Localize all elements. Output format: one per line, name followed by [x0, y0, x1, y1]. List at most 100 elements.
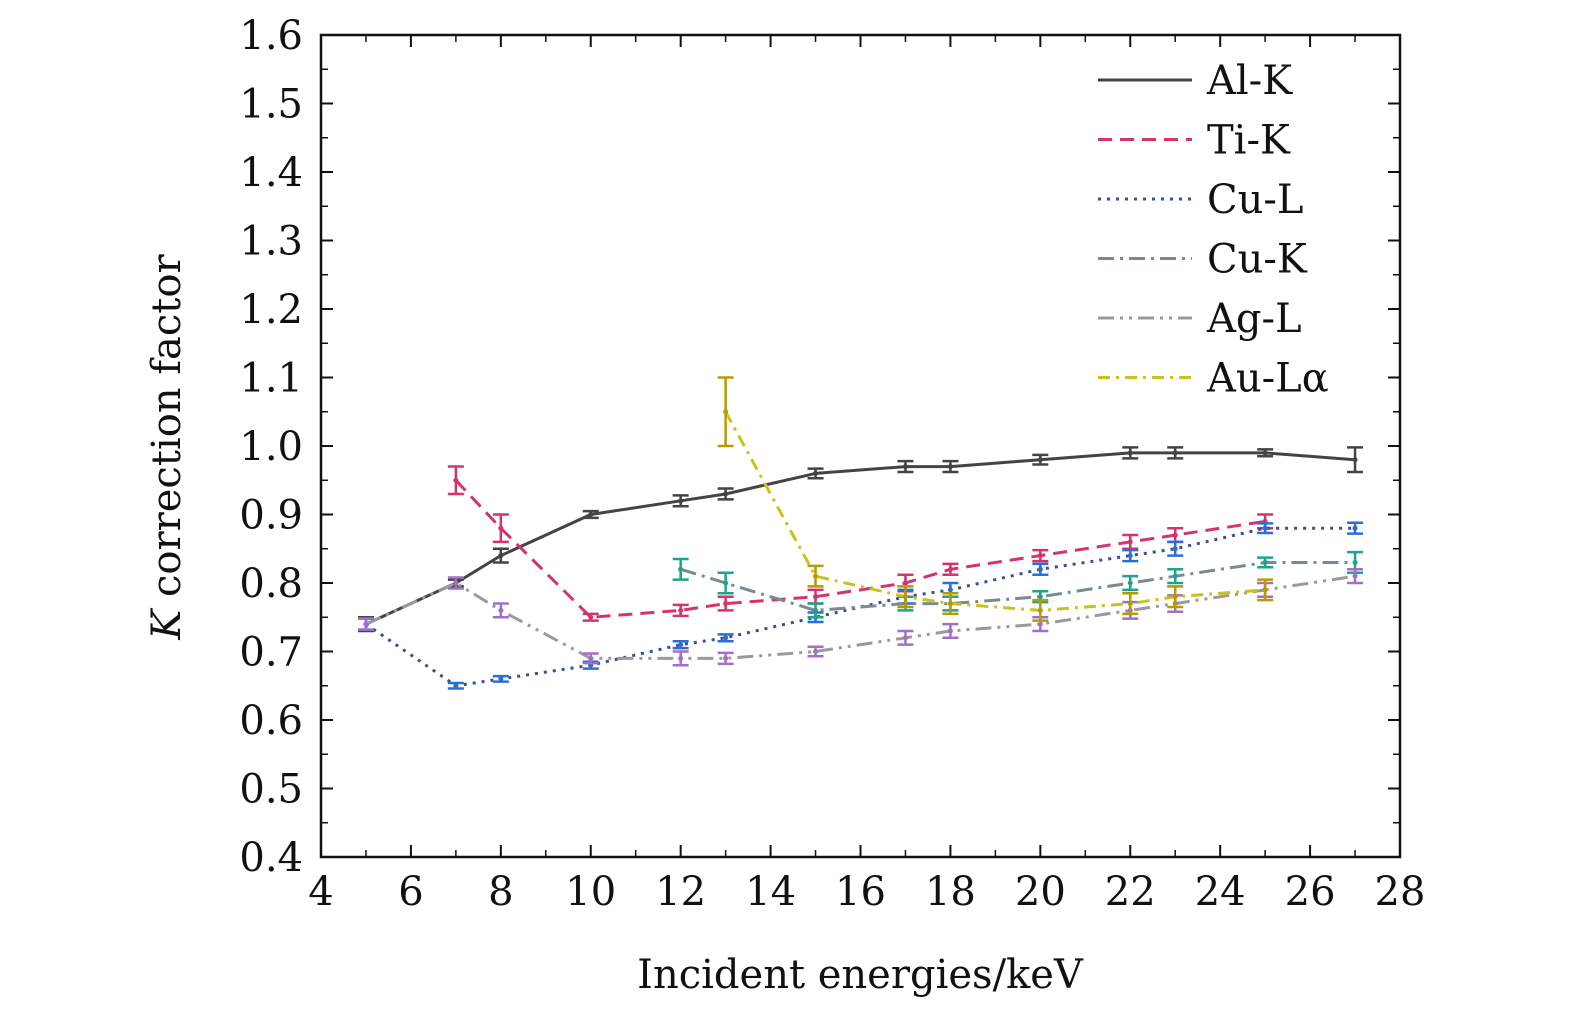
y-tick-label: 0.9	[239, 493, 303, 539]
legend-label: Ag-L	[1206, 296, 1302, 342]
legend-item-cu-l: Cu-L	[1098, 177, 1303, 223]
data-point	[498, 676, 504, 682]
x-tick-label: 4	[308, 869, 333, 915]
data-point	[947, 464, 953, 470]
data-point	[723, 601, 729, 607]
x-tick-label: 10	[565, 869, 616, 915]
y-tick-label: 1.6	[239, 13, 303, 59]
data-point	[947, 601, 953, 607]
errorbar-cu-l	[1347, 521, 1364, 535]
series-au-l	[717, 376, 1274, 622]
y-tick-label: 1.5	[239, 82, 303, 128]
errorbar-ti-k	[942, 562, 959, 577]
y-tick-label: 1.1	[239, 356, 303, 402]
errorbar-ag-l	[492, 602, 509, 619]
errorbar-al-k	[1032, 453, 1049, 466]
data-point	[453, 580, 459, 586]
y-axis-title-rest: correction factor	[144, 254, 190, 610]
y-tick-label: 1.2	[239, 287, 303, 333]
x-tick-label: 6	[398, 869, 423, 915]
y-axis-title-italic: K	[144, 608, 190, 641]
legend-item-al-k: Al-K	[1098, 58, 1293, 104]
data-point	[1172, 546, 1178, 552]
x-tick-label: 22	[1105, 869, 1156, 915]
errorbar-ag-l	[672, 650, 689, 667]
errorbar-ag-l	[717, 651, 734, 666]
errorbar-ti-k	[582, 612, 599, 622]
y-tick-label: 0.5	[239, 767, 303, 813]
errorbar-al-k	[492, 547, 509, 564]
errorbar-au-l	[1257, 578, 1274, 602]
x-tick-label: 20	[1015, 869, 1066, 915]
errorbar-au-l	[717, 376, 734, 448]
y-tick-label: 1.3	[239, 219, 303, 265]
errorbar-ag-l	[582, 652, 599, 665]
series-line-ti-k	[454, 479, 1266, 619]
data-point	[678, 498, 684, 504]
x-tick-label: 12	[655, 869, 706, 915]
data-point	[947, 566, 953, 572]
data-point	[678, 642, 684, 648]
data-point	[678, 607, 684, 613]
data-point	[1037, 457, 1043, 463]
legend-label: Al-K	[1206, 58, 1293, 104]
legend: Al-K Ti-K Cu-L Cu-K Ag-L Au-Lα	[1098, 58, 1329, 402]
errorbar-au-l	[1122, 592, 1139, 616]
data-point	[1127, 539, 1133, 545]
y-tick-label: 0.8	[239, 561, 303, 607]
x-tick-label: 14	[745, 869, 796, 915]
data-point	[1262, 525, 1268, 531]
series-layer	[357, 376, 1364, 690]
y-tick-label: 0.6	[239, 698, 303, 744]
x-tick-label: 28	[1375, 869, 1426, 915]
data-point	[678, 655, 684, 661]
errorbar-cu-k	[672, 557, 689, 581]
data-point	[813, 470, 819, 476]
legend-item-ti-k: Ti-K	[1098, 118, 1291, 164]
errorbar-cu-l	[492, 674, 509, 683]
errorbar-ag-l	[807, 645, 824, 658]
errorbar-ti-k	[1032, 548, 1049, 563]
errorbar-al-k	[1122, 446, 1139, 460]
data-point	[1172, 573, 1178, 579]
series-ag-l	[357, 568, 1364, 667]
data-point	[1352, 525, 1358, 531]
data-point	[1262, 587, 1268, 593]
data-point	[723, 580, 729, 586]
x-tick-label: 18	[925, 869, 976, 915]
legend-label: Ti-K	[1207, 118, 1291, 164]
data-point	[1127, 580, 1133, 586]
data-point	[1262, 559, 1268, 565]
axes: 4 6 8 10 12 14 16 18 20 22 24 26 28 0.4 0.5 0.6 0.7 0.8 0.…	[239, 13, 1425, 915]
errorbar-ag-l	[897, 629, 914, 646]
legend-item-au-l: Au-Lα	[1098, 356, 1329, 402]
errorbar-al-k	[807, 467, 824, 480]
errorbar-cu-k	[1257, 556, 1274, 569]
errorbar-au-l	[897, 585, 914, 609]
errorbar-al-k	[582, 509, 599, 520]
data-point	[947, 628, 953, 634]
data-point	[902, 464, 908, 470]
errorbar-cu-l	[1032, 562, 1049, 577]
data-point	[1037, 621, 1043, 627]
x-tick-label: 16	[835, 869, 886, 915]
data-point	[498, 553, 504, 559]
errorbar-au-l	[942, 592, 959, 616]
data-point	[723, 635, 729, 641]
data-point	[723, 655, 729, 661]
errorbar-cu-k	[1167, 568, 1184, 585]
errorbar-al-k	[1257, 448, 1274, 458]
errorbar-au-l	[807, 564, 824, 588]
data-point	[1172, 594, 1178, 600]
data-point	[902, 580, 908, 586]
errorbar-cu-l	[1122, 548, 1139, 563]
data-point	[1352, 457, 1358, 463]
errorbar-ti-k	[672, 603, 689, 618]
data-point	[813, 594, 819, 600]
errorbar-cu-l	[447, 681, 464, 690]
data-point	[588, 655, 594, 661]
data-point	[1037, 566, 1043, 572]
data-point	[678, 566, 684, 572]
series-ti-k	[447, 465, 1274, 622]
